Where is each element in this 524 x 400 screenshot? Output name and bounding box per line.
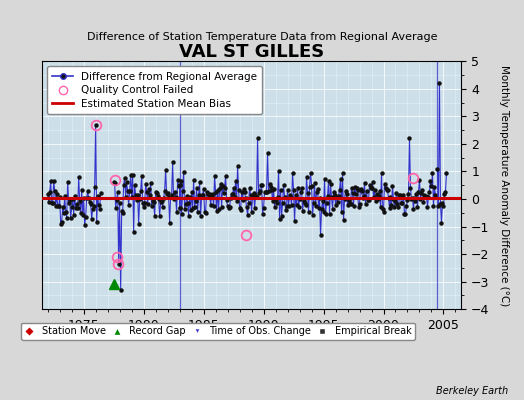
- Text: Berkeley Earth: Berkeley Earth: [436, 386, 508, 396]
- Legend: Station Move, Record Gap, Time of Obs. Change, Empirical Break: Station Move, Record Gap, Time of Obs. C…: [21, 322, 415, 340]
- Title: VAL ST GILLES: VAL ST GILLES: [179, 43, 324, 61]
- Text: Difference of Station Temperature Data from Regional Average: Difference of Station Temperature Data f…: [87, 32, 437, 42]
- Y-axis label: Monthly Temperature Anomaly Difference (°C): Monthly Temperature Anomaly Difference (…: [499, 64, 509, 306]
